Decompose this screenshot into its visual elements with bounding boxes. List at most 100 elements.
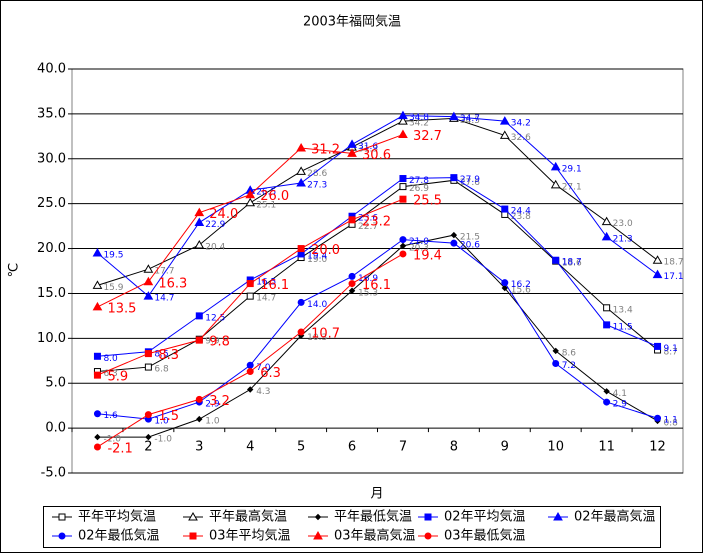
data-point <box>499 116 510 125</box>
legend-label: 平年最高気温 <box>209 509 287 525</box>
x-tick-label: 3 <box>195 440 203 455</box>
data-label: 15.3 <box>358 288 378 298</box>
data-label: 28.6 <box>307 169 327 179</box>
data-point <box>144 363 152 371</box>
x-tick-label: 10 <box>547 440 564 455</box>
data-point <box>195 395 203 403</box>
x-tick-label: 2 <box>144 440 152 455</box>
legend-label: 平年最低気温 <box>334 509 412 525</box>
y-tick-label: 30.0 <box>37 151 66 166</box>
data-label: 23.0 <box>613 219 633 229</box>
data-point <box>143 264 154 273</box>
data-label: 23.2 <box>362 214 391 229</box>
data-point <box>398 116 408 125</box>
data-point <box>398 110 408 120</box>
data-label: 24.0 <box>209 207 238 222</box>
data-point <box>246 292 254 300</box>
data-point <box>601 216 612 226</box>
data-point <box>398 129 408 139</box>
legend-label: 02年平均気温 <box>444 509 526 525</box>
data-label: 10.3 <box>307 333 327 343</box>
data-label: 11.5 <box>613 322 633 332</box>
data-point <box>450 239 458 247</box>
data-point <box>194 239 205 249</box>
data-point <box>245 197 256 207</box>
data-label: 16.9 <box>358 274 378 284</box>
data-label: 27.6 <box>460 178 480 188</box>
data-label: 10.7 <box>311 327 340 342</box>
data-label: 4.3 <box>256 387 270 397</box>
data-label: 8.7 <box>664 348 678 358</box>
data-point <box>348 272 356 280</box>
data-label: 3.2 <box>209 394 230 409</box>
data-point <box>654 414 662 422</box>
data-point <box>194 207 205 217</box>
data-point <box>194 217 205 227</box>
y-tick-label: 25.0 <box>37 196 66 211</box>
data-point <box>92 280 103 289</box>
data-point <box>246 368 254 376</box>
data-label: 19.4 <box>307 251 327 261</box>
data-label: 1.0 <box>205 417 220 427</box>
data-point <box>297 328 305 336</box>
x-tick-label: 11 <box>598 440 615 455</box>
data-point <box>399 175 407 183</box>
data-point <box>246 280 254 288</box>
legend-label: 02年最低気温 <box>78 528 160 544</box>
legend-marker <box>189 532 197 540</box>
series-line <box>97 177 658 357</box>
data-label: -1.0 <box>103 435 121 445</box>
data-point <box>92 301 103 311</box>
x-tick-label: 7 <box>399 440 407 455</box>
y-tick-label: -5.0 <box>41 466 66 481</box>
data-label: 8.0 <box>103 354 118 364</box>
data-label: 17.1 <box>664 272 684 282</box>
data-label: 0.8 <box>664 418 679 428</box>
data-point <box>93 410 101 418</box>
data-label: 25.5 <box>413 194 442 209</box>
data-label: 34.5 <box>460 116 480 126</box>
data-label: 26.5 <box>256 188 276 198</box>
data-label: -2.1 <box>107 441 132 456</box>
data-point <box>552 347 559 355</box>
data-label: 20.6 <box>460 241 480 251</box>
data-label: 16.3 <box>158 276 187 291</box>
data-label: 18.7 <box>562 258 582 268</box>
legend-marker <box>553 511 563 521</box>
data-point <box>652 255 663 264</box>
data-label: 31.2 <box>311 143 340 158</box>
data-label: 9.9 <box>205 337 220 347</box>
y-tick-label: 10.0 <box>37 331 66 346</box>
data-label: 21.3 <box>613 234 633 244</box>
data-label: 26.9 <box>409 184 429 194</box>
data-label: 26.0 <box>260 189 289 204</box>
data-point <box>296 178 306 187</box>
data-point <box>245 189 256 199</box>
legend-label: 平年平均気温 <box>78 509 156 525</box>
data-label: 2.9 <box>613 400 628 410</box>
data-point <box>399 250 407 258</box>
data-label: 7.2 <box>562 361 576 371</box>
y-tick-label: 20.0 <box>37 241 66 256</box>
data-point <box>297 245 305 253</box>
data-point <box>603 388 610 395</box>
data-point <box>92 248 103 257</box>
y-tick-label: 35.0 <box>37 106 66 121</box>
data-point <box>296 166 306 175</box>
legend-marker <box>58 513 66 521</box>
data-label: 31.3 <box>358 145 378 155</box>
data-point <box>399 236 407 244</box>
data-point <box>601 231 612 241</box>
data-point <box>195 336 203 344</box>
data-label: 6.3 <box>260 366 281 381</box>
data-label: 12.5 <box>205 313 225 323</box>
data-label: 22.9 <box>205 220 225 230</box>
legend-label: 03年最高気温 <box>334 528 416 544</box>
data-label: 27.9 <box>460 175 480 185</box>
data-point <box>247 386 254 393</box>
legend-label: 03年平均気温 <box>209 528 291 544</box>
data-label: 22.7 <box>358 222 378 232</box>
data-point <box>603 321 611 329</box>
data-label: 5.9 <box>107 370 128 385</box>
data-point <box>145 433 152 441</box>
